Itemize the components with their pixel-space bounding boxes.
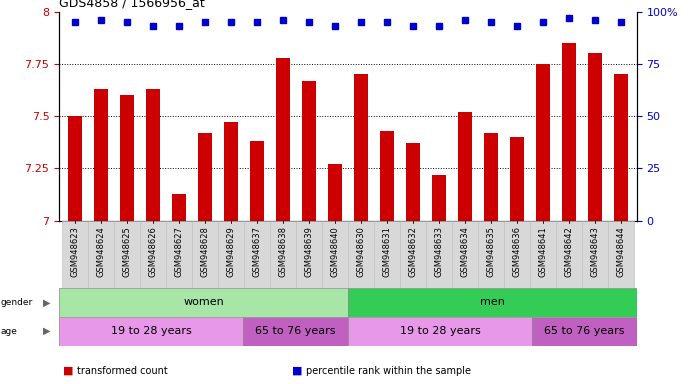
Bar [276,58,290,221]
Text: GSM948640: GSM948640 [331,226,340,277]
Text: transformed count: transformed count [77,366,167,376]
Bar [172,194,186,221]
Bar [582,221,608,288]
Text: ■: ■ [63,366,73,376]
Bar [348,317,532,346]
Bar [59,288,348,317]
Bar [223,122,238,221]
Bar [432,175,446,221]
Bar [88,221,114,288]
Bar [478,221,504,288]
Bar [504,221,530,288]
Bar [218,221,244,288]
Text: GSM948631: GSM948631 [383,226,392,277]
Text: GSM948644: GSM948644 [617,226,626,277]
Text: GSM948630: GSM948630 [356,226,365,277]
Text: GSM948642: GSM948642 [564,226,574,277]
Text: women: women [183,297,224,308]
Text: GSM948624: GSM948624 [96,226,105,277]
Bar [198,133,212,221]
Text: 65 to 76 years: 65 to 76 years [255,326,335,336]
Text: GSM948632: GSM948632 [409,226,418,277]
Bar [244,221,270,288]
Text: GSM948628: GSM948628 [200,226,209,277]
Text: GSM948643: GSM948643 [591,226,600,277]
Bar [588,53,602,221]
Bar [270,221,296,288]
Bar [426,221,452,288]
Bar [562,43,576,221]
Text: age: age [1,327,17,336]
Bar [458,112,473,221]
Bar [530,221,556,288]
Bar [556,221,582,288]
Bar [140,221,166,288]
Bar [348,288,637,317]
Text: GSM948629: GSM948629 [226,226,235,277]
Bar [120,95,134,221]
Bar [510,137,524,221]
Bar [192,221,218,288]
Text: GSM948627: GSM948627 [175,226,183,277]
Text: GSM948641: GSM948641 [539,226,548,277]
Text: ▶: ▶ [42,326,50,336]
Bar [302,81,316,221]
Text: GSM948635: GSM948635 [487,226,496,277]
Text: gender: gender [1,298,33,307]
Bar [94,89,108,221]
Text: GSM948625: GSM948625 [122,226,132,277]
Text: 19 to 28 years: 19 to 28 years [111,326,191,336]
Bar [536,64,551,221]
Text: GSM948639: GSM948639 [304,226,313,277]
Text: GSM948636: GSM948636 [513,226,521,277]
Text: GSM948626: GSM948626 [148,226,157,277]
Bar [532,317,637,346]
Bar [614,74,628,221]
Text: percentile rank within the sample: percentile rank within the sample [306,366,471,376]
Bar [62,221,88,288]
Text: 65 to 76 years: 65 to 76 years [544,326,624,336]
Bar [406,143,420,221]
Bar [354,74,368,221]
Text: GSM948638: GSM948638 [278,226,287,277]
Text: GSM948634: GSM948634 [461,226,470,277]
Text: 19 to 28 years: 19 to 28 years [400,326,480,336]
Bar [348,221,374,288]
Bar [296,221,322,288]
Bar [322,221,348,288]
Text: GSM948637: GSM948637 [253,226,262,277]
Bar [114,221,140,288]
Bar [250,141,264,221]
Bar [328,164,342,221]
Bar [243,317,348,346]
Bar [608,221,634,288]
Text: GSM948623: GSM948623 [70,226,79,277]
Bar [59,317,243,346]
Bar [68,116,82,221]
Bar [374,221,400,288]
Bar [166,221,192,288]
Text: ■: ■ [292,366,303,376]
Bar [400,221,426,288]
Bar [380,131,394,221]
Text: GDS4858 / 1566956_at: GDS4858 / 1566956_at [59,0,205,9]
Text: GSM948633: GSM948633 [434,226,443,277]
Text: ▶: ▶ [42,297,50,308]
Bar [484,133,498,221]
Bar [452,221,478,288]
Text: men: men [480,297,505,308]
Bar [145,89,160,221]
